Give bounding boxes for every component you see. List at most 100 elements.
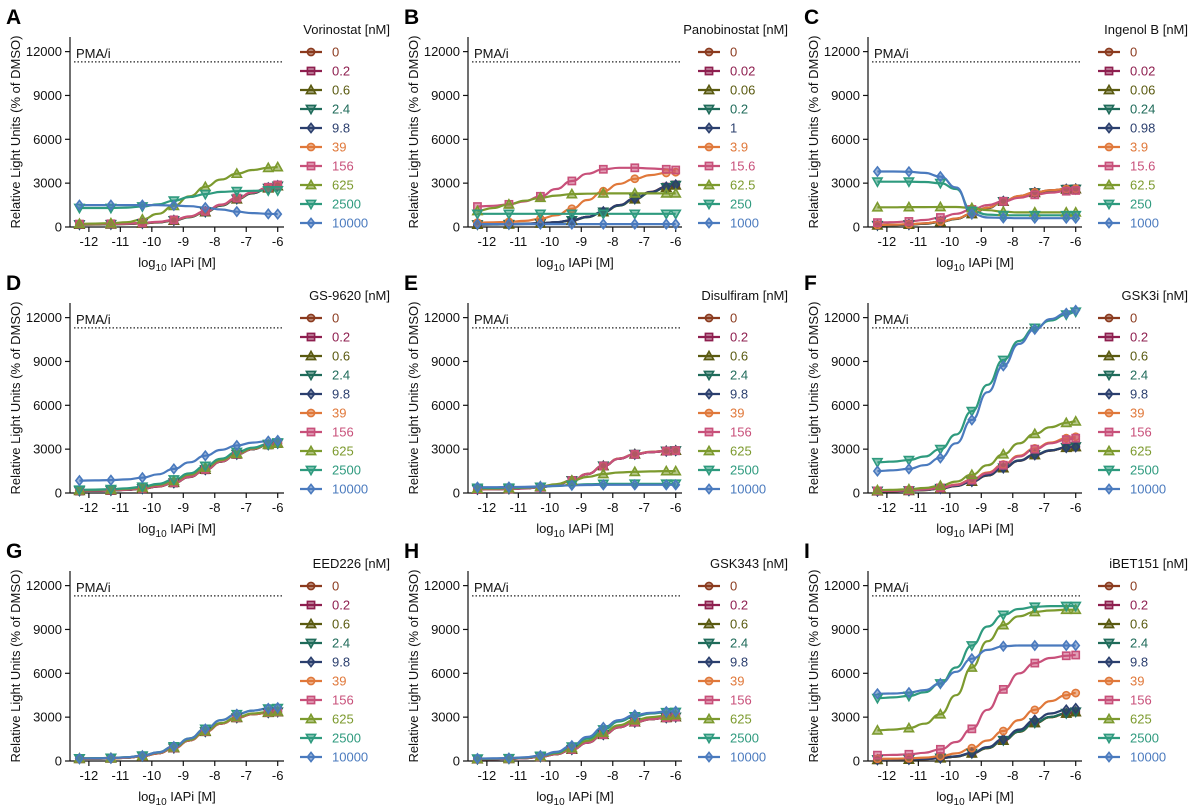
legend-item: 2.4: [1098, 636, 1148, 651]
legend-label: 250: [1130, 197, 1152, 212]
legend-label: 0: [332, 311, 339, 326]
x-axis-title: log10 IAPi [M]: [936, 789, 1014, 805]
data-point: [934, 200, 947, 212]
data-point: [998, 684, 1008, 694]
legend-label: 10000: [332, 482, 368, 497]
x-axis-title: log10 IAPi [M]: [138, 521, 216, 540]
legend-item: 10000: [300, 482, 368, 497]
x-tick-label: -10: [540, 234, 559, 249]
legend-item: 0: [1098, 45, 1137, 60]
legend-label: 156: [332, 159, 354, 174]
x-tick-label: -12: [79, 234, 98, 249]
legend-item: 3.9: [1098, 140, 1148, 155]
x-axis-title-subscript: 10: [156, 529, 168, 540]
legend-label: 10000: [730, 482, 766, 497]
legend-item: 625: [698, 712, 752, 727]
legend-marker: [1104, 656, 1114, 668]
legend-item: 156: [300, 159, 354, 174]
y-tick-label: 12000: [424, 44, 460, 59]
panel-a: A 0 3000 6000 9000 12000 -12 -11 -10 -9 -8 -7 -6 Rela…: [6, 6, 390, 274]
data-point: [534, 209, 547, 221]
legend-item: 2.4: [698, 368, 748, 383]
y-axis-title: Relative Light Units (% of DMSO): [406, 302, 421, 495]
data-point: [504, 752, 514, 764]
x-tick-label: -12: [477, 234, 496, 249]
legend-marker: [306, 47, 316, 57]
legend-label: 0.2: [730, 102, 748, 117]
legend-marker: [1103, 349, 1115, 361]
legend-label: 0.6: [1130, 349, 1148, 364]
legend-item: 156: [300, 693, 354, 708]
legend-label: 250: [730, 197, 752, 212]
legend-marker: [1104, 581, 1114, 591]
x-tick-label: -11: [909, 500, 927, 515]
legend-marker: [703, 444, 715, 456]
x-tick-label: -6: [1070, 768, 1082, 783]
data-point: [967, 743, 977, 753]
y-tick-label: 0: [453, 486, 460, 501]
data-point: [167, 475, 180, 486]
legend-item: 15.6: [698, 159, 755, 174]
legend-item: 1000: [698, 216, 759, 231]
y-tick-label: 12000: [26, 310, 62, 325]
x-tick-label: -10: [940, 500, 959, 515]
data-point: [74, 199, 85, 211]
y-tick-label: 9000: [33, 622, 62, 637]
data-point: [74, 752, 85, 765]
legend-item: 0.2: [300, 598, 350, 613]
y-tick-label: 6000: [431, 132, 460, 147]
legend-marker: [1104, 600, 1114, 610]
y-axis-title: Relative Light Units (% of DMSO): [8, 302, 23, 495]
legend-item: 15.6: [1098, 159, 1155, 174]
legend-marker: [703, 465, 715, 477]
legend-marker: [306, 388, 316, 400]
x-tick-label: -9: [576, 234, 588, 249]
legend-label: 0.2: [332, 598, 350, 613]
legend-marker: [704, 483, 714, 495]
y-tick-label: 6000: [431, 398, 460, 413]
legend-label: 10000: [332, 216, 368, 231]
legend-marker: [306, 332, 316, 342]
x-tick-label: -9: [976, 500, 988, 515]
y-tick-label: 3000: [431, 176, 460, 191]
x-axis-title: log10 IAPi [M]: [536, 789, 614, 805]
legend-label: 0.2: [1130, 598, 1148, 613]
panel-g: G 0 3000 6000 9000 12000 -12 -11 -10 -9 -8 -7 -6 Rela…: [6, 540, 390, 805]
x-axis-title-rest: IAPi [M]: [167, 255, 216, 270]
legend-label: 0.02: [1130, 64, 1155, 79]
y-tick-label: 0: [453, 220, 460, 235]
panel-i: I 0 3000 6000 9000 12000 -12 -11 -10 -9 -8 -7 -6 Rela…: [804, 540, 1188, 805]
data-point: [1030, 639, 1040, 652]
data-point: [1030, 323, 1040, 336]
data-point: [965, 468, 978, 480]
legend-item: 9.8: [300, 655, 350, 670]
legend-label: 9.8: [332, 655, 350, 670]
data-point: [871, 724, 884, 735]
data-point: [671, 446, 681, 456]
y-tick-label: 6000: [33, 666, 62, 681]
legend-marker: [1104, 66, 1114, 76]
legend-item: 62.5: [1098, 178, 1155, 193]
legend-label: 10000: [1130, 750, 1166, 765]
data-point: [565, 209, 578, 221]
legend-item: 2500: [300, 197, 361, 212]
legend-item: 250: [698, 197, 752, 212]
x-tick-label: -8: [607, 234, 619, 249]
legend-marker: [704, 332, 714, 342]
data-point: [1028, 427, 1041, 439]
legend-marker: [704, 408, 714, 418]
legend-marker: [704, 161, 714, 171]
panel-b: B 0 3000 6000 9000 12000 -12 -11 -10 -9 -8 -7 -6 Rela…: [404, 6, 788, 274]
data-point: [630, 163, 640, 173]
legend-item: 0.2: [1098, 330, 1148, 345]
data-point: [661, 446, 671, 456]
x-tick-label: -7: [1038, 768, 1050, 783]
x-axis-title-subscript: 10: [954, 529, 966, 540]
plot-area: [871, 601, 1082, 766]
legend-marker: [306, 142, 316, 152]
legend-marker: [703, 104, 715, 116]
data-point: [965, 406, 978, 418]
legend-label: 39: [332, 674, 346, 689]
legend-label: 0: [1130, 45, 1137, 60]
x-tick-label: -7: [638, 768, 650, 783]
